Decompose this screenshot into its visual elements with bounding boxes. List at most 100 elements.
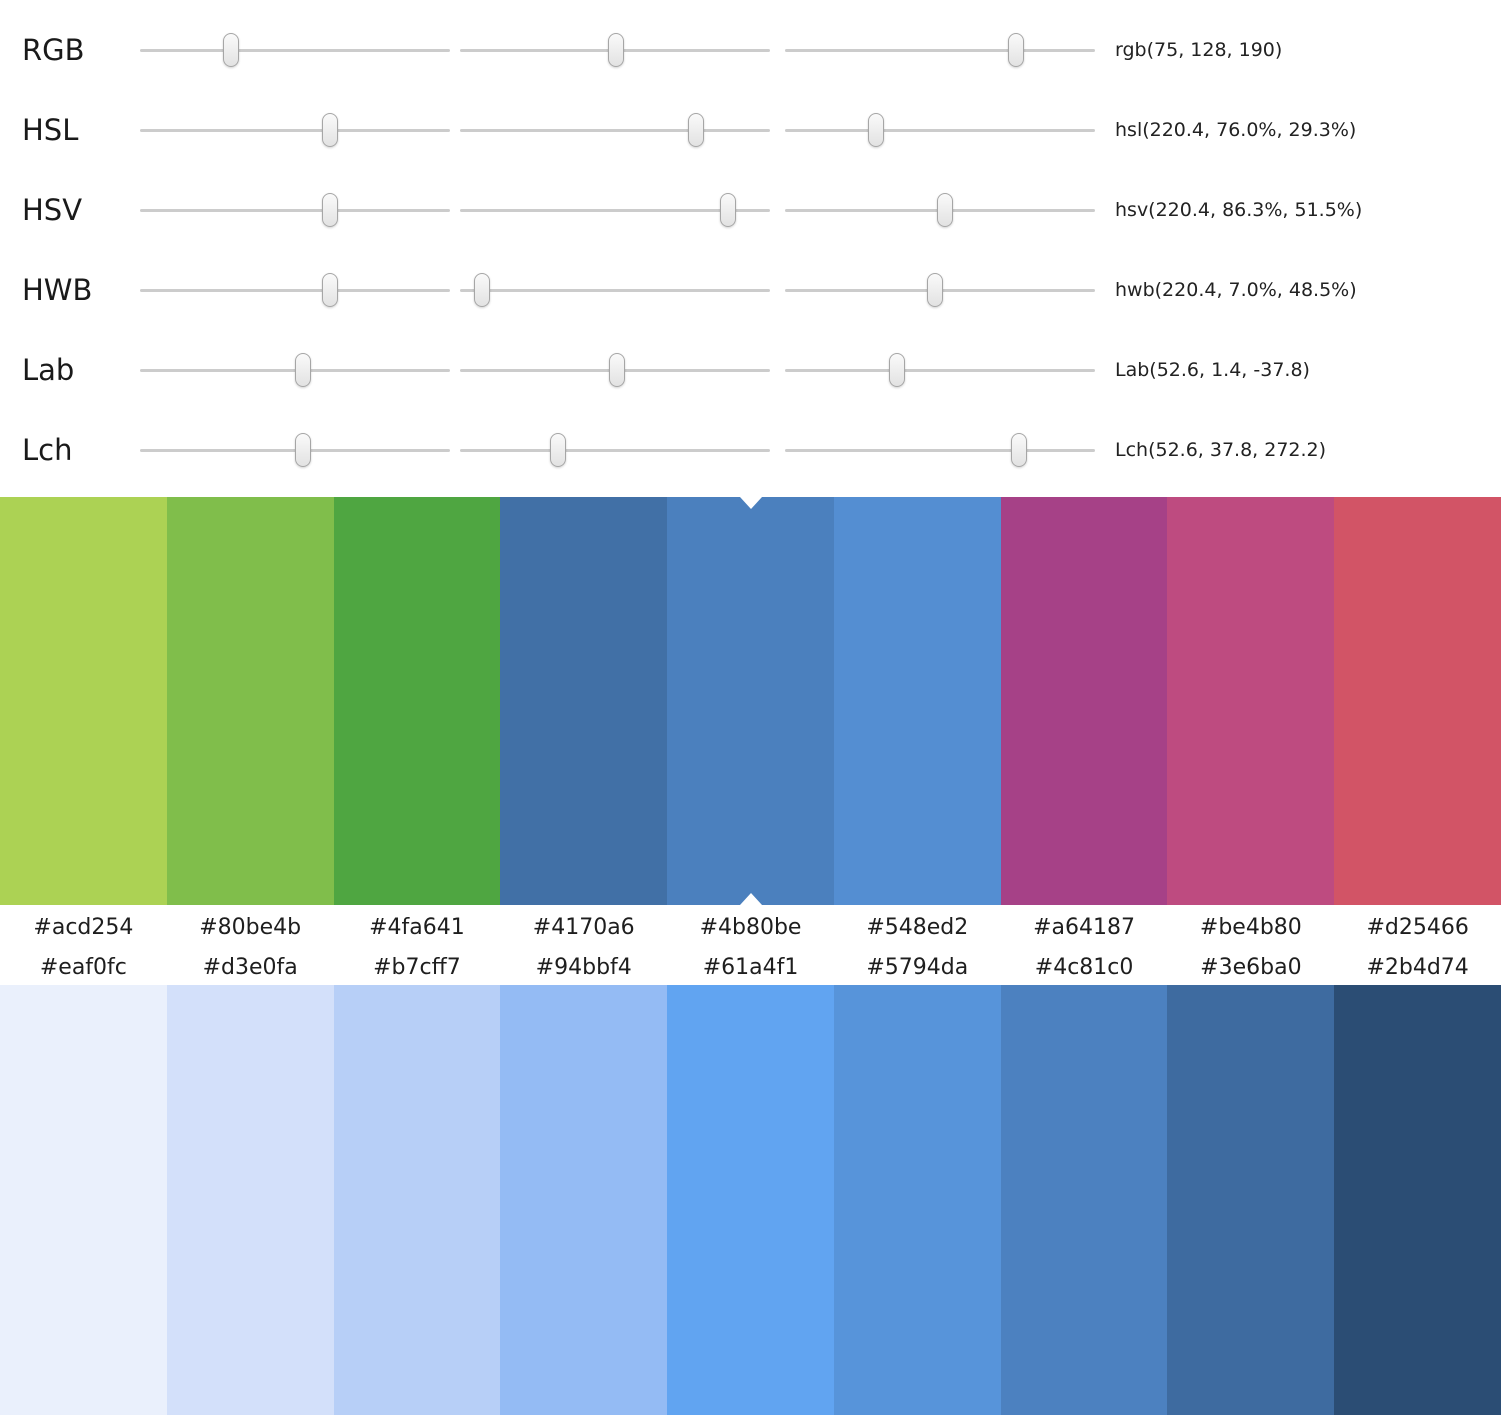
- slider-row-rgb: RGB rgb(75, 128, 190): [0, 10, 1501, 90]
- colorspace-label-hsv: HSV: [22, 193, 83, 227]
- slider-row-lab: Lab Lab(52.6, 1.4, -37.8): [0, 330, 1501, 410]
- colorspace-label-hsl: HSL: [22, 113, 79, 147]
- slider-thumb[interactable]: [936, 193, 953, 227]
- slider-track[interactable]: [140, 448, 450, 452]
- palette-swatch[interactable]: [333, 985, 501, 1415]
- palette-swatch[interactable]: [667, 497, 834, 905]
- hwb-slider-1[interactable]: [140, 270, 450, 310]
- hex-code-label: #be4b80: [1199, 914, 1302, 940]
- slider-thumb[interactable]: [1011, 433, 1028, 467]
- hex-code-label: #61a4f1: [702, 954, 799, 980]
- slider-thumb[interactable]: [609, 353, 626, 387]
- colorspace-label-lch: Lch: [22, 433, 73, 467]
- color-scale-palette: [0, 497, 1501, 905]
- hex-code-label: #4c81c0: [1034, 954, 1134, 980]
- slider-thumb[interactable]: [1007, 33, 1024, 67]
- hex-code-label: #548ed2: [866, 914, 969, 940]
- slider-track[interactable]: [140, 208, 450, 212]
- palette-swatch[interactable]: [500, 985, 668, 1415]
- palette-swatch[interactable]: [0, 497, 167, 905]
- slider-track[interactable]: [140, 288, 450, 292]
- slider-thumb[interactable]: [607, 33, 624, 67]
- lch-slider-3[interactable]: [785, 430, 1095, 470]
- slider-track[interactable]: [460, 288, 770, 292]
- color-value-text-hsl: hsl(220.4, 76.0%, 29.3%): [1115, 119, 1357, 141]
- palette-swatch[interactable]: [500, 497, 668, 905]
- slider-track[interactable]: [140, 368, 450, 372]
- hsv-slider-2[interactable]: [460, 190, 770, 230]
- hwb-slider-2[interactable]: [460, 270, 770, 310]
- slider-thumb[interactable]: [473, 273, 490, 307]
- slider-thumb[interactable]: [687, 113, 704, 147]
- rgb-slider-3[interactable]: [785, 30, 1095, 70]
- palette-swatch[interactable]: [833, 497, 1001, 905]
- palette-swatch[interactable]: [166, 497, 334, 905]
- palette-swatch[interactable]: [1334, 497, 1501, 905]
- slider-track[interactable]: [785, 448, 1095, 452]
- hex-code-label: #2b4d74: [1366, 954, 1469, 980]
- palette-swatch[interactable]: [1334, 985, 1501, 1415]
- slider-track[interactable]: [140, 128, 450, 132]
- hex-code-label: #eaf0fc: [39, 954, 127, 980]
- color-shades-palette: [0, 985, 1501, 1415]
- slider-thumb[interactable]: [889, 353, 906, 387]
- slider-thumb[interactable]: [549, 433, 566, 467]
- lab-slider-1[interactable]: [140, 350, 450, 390]
- palette-swatch[interactable]: [1000, 497, 1168, 905]
- hwb-slider-3[interactable]: [785, 270, 1095, 310]
- color-sliders-panel: RGB rgb(75, 128, 190) HSL hsl(220.4, 76.0%,…: [0, 0, 1501, 497]
- shades-hex-labels: #eaf0fc #d3e0fa #b7cff7 #94bbf4 #61a4f1 #5794…: [0, 949, 1501, 985]
- slider-track[interactable]: [460, 208, 770, 212]
- palette-swatch[interactable]: [0, 985, 167, 1415]
- lab-slider-2[interactable]: [460, 350, 770, 390]
- color-value-text-rgb: rgb(75, 128, 190): [1115, 39, 1283, 61]
- lch-slider-2[interactable]: [460, 430, 770, 470]
- slider-thumb[interactable]: [295, 433, 312, 467]
- rgb-slider-1[interactable]: [140, 30, 450, 70]
- color-value-text-lch: Lch(52.6, 37.8, 272.2): [1115, 439, 1327, 461]
- palette-swatch[interactable]: [333, 497, 501, 905]
- palette-swatch[interactable]: [166, 985, 334, 1415]
- palette-swatch[interactable]: [833, 985, 1001, 1415]
- hsv-slider-3[interactable]: [785, 190, 1095, 230]
- hex-code-label: #4b80be: [699, 914, 802, 940]
- scale-hex-labels: #acd254 #80be4b #4fa641 #4170a6 #4b80be #548e…: [0, 905, 1501, 949]
- slider-track[interactable]: [785, 368, 1095, 372]
- selected-marker-top: [739, 497, 762, 509]
- slider-track[interactable]: [785, 128, 1095, 132]
- palette-swatch[interactable]: [1167, 985, 1335, 1415]
- color-value-text-lab: Lab(52.6, 1.4, -37.8): [1115, 359, 1310, 381]
- hex-code-label: #acd254: [33, 914, 134, 940]
- slider-thumb[interactable]: [223, 33, 240, 67]
- hsv-slider-1[interactable]: [140, 190, 450, 230]
- slider-thumb[interactable]: [867, 113, 884, 147]
- hsl-slider-3[interactable]: [785, 110, 1095, 150]
- slider-track[interactable]: [140, 48, 450, 52]
- rgb-slider-2[interactable]: [460, 30, 770, 70]
- colorspace-label-hwb: HWB: [22, 273, 93, 307]
- slider-thumb[interactable]: [927, 273, 944, 307]
- slider-thumb[interactable]: [321, 113, 338, 147]
- slider-row-lch: Lch Lch(52.6, 37.8, 272.2): [0, 410, 1501, 490]
- palette-swatch[interactable]: [1000, 985, 1168, 1415]
- hsl-slider-2[interactable]: [460, 110, 770, 150]
- slider-thumb[interactable]: [321, 193, 338, 227]
- hsl-slider-1[interactable]: [140, 110, 450, 150]
- hex-code-label: #94bbf4: [535, 954, 632, 980]
- slider-thumb[interactable]: [321, 273, 338, 307]
- slider-thumb[interactable]: [295, 353, 312, 387]
- slider-track[interactable]: [460, 448, 770, 452]
- hex-code-label: #3e6ba0: [1200, 954, 1302, 980]
- slider-track[interactable]: [785, 48, 1095, 52]
- palette-swatch[interactable]: [667, 985, 834, 1415]
- slider-thumb[interactable]: [719, 193, 736, 227]
- lch-slider-1[interactable]: [140, 430, 450, 470]
- lab-slider-3[interactable]: [785, 350, 1095, 390]
- slider-row-hwb: HWB hwb(220.4, 7.0%, 48.5%): [0, 250, 1501, 330]
- slider-row-hsl: HSL hsl(220.4, 76.0%, 29.3%): [0, 90, 1501, 170]
- hex-code-label: #4170a6: [532, 914, 635, 940]
- hex-code-label: #d25466: [1366, 914, 1469, 940]
- slider-track[interactable]: [460, 128, 770, 132]
- palette-swatch[interactable]: [1167, 497, 1335, 905]
- hex-code-label: #d3e0fa: [202, 954, 298, 980]
